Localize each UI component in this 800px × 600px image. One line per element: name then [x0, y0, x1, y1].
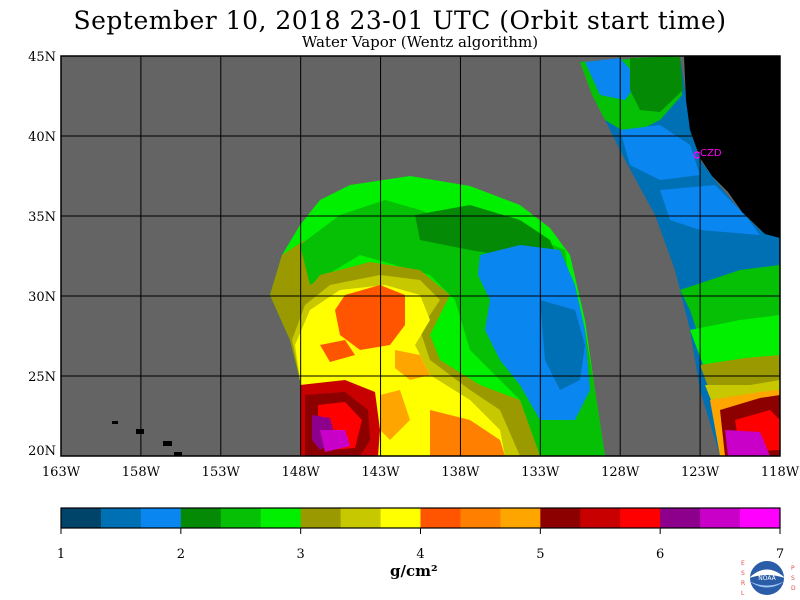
latitude-labels: 45N 40N 35N 30N 25N 20N: [28, 50, 56, 459]
lon-label: 118W: [761, 465, 800, 480]
colorbar-swatch: [580, 508, 621, 528]
svg-text:NOAA: NOAA: [758, 575, 776, 582]
colorbar-swatch: [420, 508, 461, 528]
svg-text:E: E: [741, 560, 745, 567]
lon-label: 128W: [601, 465, 640, 480]
colorbar-swatch: [260, 508, 302, 528]
svg-text:P: P: [791, 565, 795, 572]
map-field: CZD: [61, 56, 780, 456]
colorbar-swatch: [100, 508, 142, 528]
map-title: September 10, 2018 23-01 UTC (Orbit star…: [73, 6, 727, 35]
colorbar-swatch: [540, 508, 581, 528]
colorbar-tick-label: 3: [297, 547, 305, 562]
lon-label: 123W: [681, 465, 720, 480]
colorbar-swatch: [140, 508, 182, 528]
lon-label: 138W: [441, 465, 480, 480]
noaa-logo: NOAA E S R L P S D: [741, 559, 796, 597]
colorbar-swatch: [500, 508, 541, 528]
colorbar-tick-label: 2: [177, 547, 185, 562]
colorbar-swatch: [300, 508, 342, 528]
lon-label: 148W: [282, 465, 321, 480]
colorbar-swatch: [380, 508, 421, 528]
lon-label: 158W: [122, 465, 161, 480]
island: [112, 421, 118, 424]
colorbar-swatch: [660, 508, 701, 528]
lat-lon-grid: [61, 56, 780, 456]
lon-label: 133W: [521, 465, 560, 480]
lon-label: 163W: [42, 465, 81, 480]
colorbar: [60, 507, 781, 529]
colorbar-swatch: [620, 508, 661, 528]
island: [136, 429, 144, 434]
colorbar-tick-label: 1: [57, 547, 65, 562]
colorbar-tick-label: 4: [416, 547, 424, 562]
lat-label: 30N: [28, 290, 56, 305]
colorbar-ticks: 1 2 3 4 5 6 7: [57, 528, 784, 562]
lon-label: 153W: [202, 465, 241, 480]
colorbar-tick-label: 5: [536, 547, 544, 562]
station-label: CZD: [700, 148, 722, 159]
lat-label: 25N: [28, 370, 56, 385]
colorbar-swatch: [180, 508, 222, 528]
colorbar-tick-label: 7: [776, 547, 784, 562]
svg-text:S: S: [741, 570, 745, 577]
lat-label: 35N: [28, 210, 56, 225]
island: [174, 452, 182, 456]
colorbar-swatch: [220, 508, 262, 528]
colorbar-swatch: [61, 508, 102, 528]
lat-label: 20N: [28, 444, 56, 459]
colorbar-swatch: [340, 508, 382, 528]
colorbar-swatch: [740, 508, 781, 528]
colorbar-units: g/cm²: [390, 562, 438, 580]
lat-label: 40N: [28, 130, 56, 145]
colorbar-swatch: [460, 508, 501, 528]
lon-label: 143W: [361, 465, 400, 480]
colorbar-tick-label: 6: [656, 547, 664, 562]
land-california: [684, 56, 780, 238]
island: [163, 441, 172, 446]
longitude-labels: 163W 158W 153W 148W 143W 138W 133W 128W 123W 118W: [42, 465, 800, 480]
map-frame: [60, 55, 781, 457]
svg-text:L: L: [741, 590, 745, 597]
svg-text:R: R: [741, 580, 745, 587]
svg-text:D: D: [791, 585, 796, 592]
map-subtitle: Water Vapor (Wentz algorithm): [301, 33, 539, 51]
svg-text:S: S: [791, 575, 795, 582]
lat-label: 45N: [28, 50, 56, 65]
colorbar-swatch: [700, 508, 741, 528]
